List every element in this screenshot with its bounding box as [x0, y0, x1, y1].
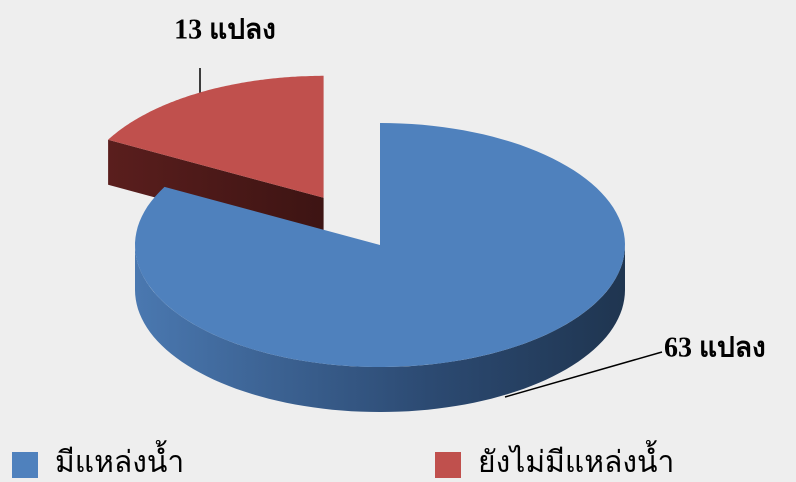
data-label: 13 แปลง — [174, 14, 276, 45]
slice-side — [135, 245, 625, 412]
data-label: 63 แปลง — [664, 332, 766, 363]
legend-label: ยังไม่มีแหล่งน้ำ — [478, 440, 674, 479]
legend-label: มีแหล่งน้ำ — [55, 440, 184, 479]
legend-swatch — [12, 452, 38, 478]
slice — [108, 75, 324, 198]
legend-swatch — [435, 452, 461, 478]
slice — [135, 123, 625, 367]
leader-line — [504, 351, 663, 398]
